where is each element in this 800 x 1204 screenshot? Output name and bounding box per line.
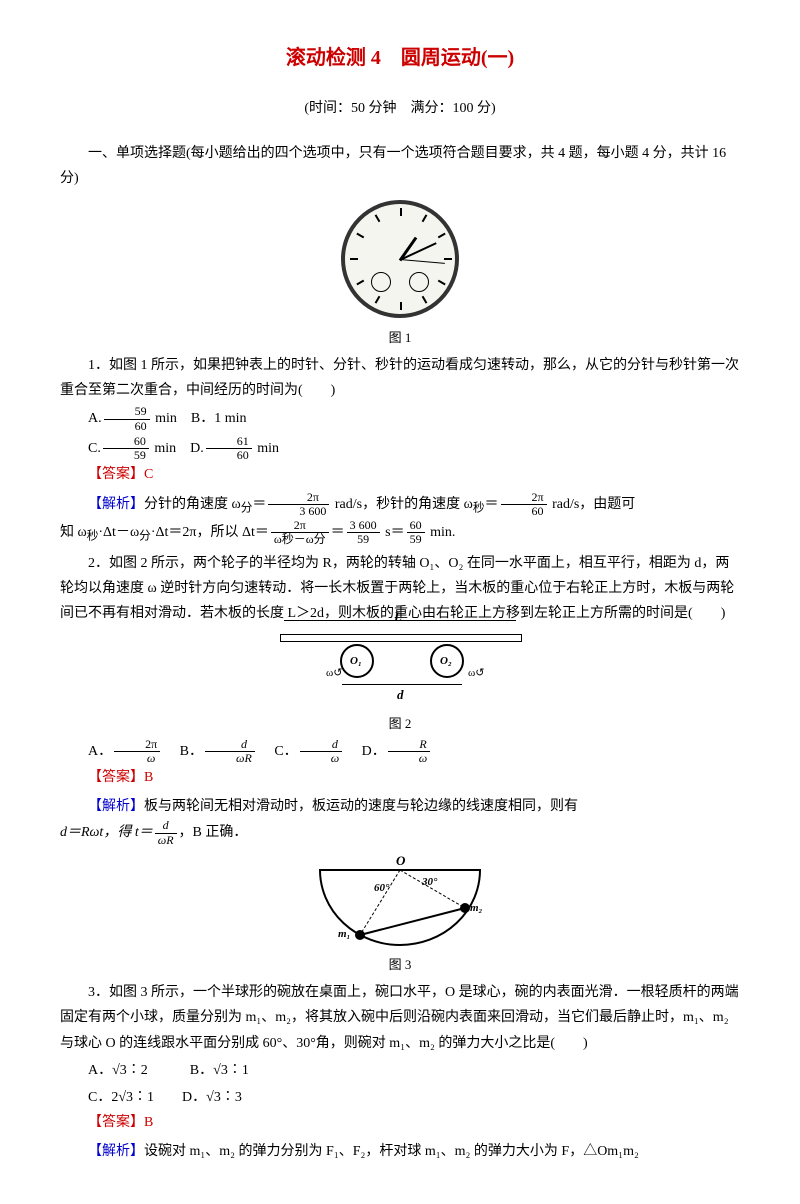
q3-options-row2: C．2√3∶1 D．√3∶3 <box>60 1085 740 1110</box>
q2-options: A．2πω B．dωR C．dω D．Rω <box>60 738 740 765</box>
exam-info: (时间：50 分钟 满分：100 分) <box>60 96 740 121</box>
q1-answer: 【答案】C <box>60 462 740 487</box>
q1-text: 1．如图 1 所示，如果把钟表上的时针、分针、秒针的运动看成匀速转动，那么，从它… <box>60 353 740 403</box>
q2-answer: 【答案】B <box>60 765 740 790</box>
q1-explanation-line1: 【解析】分针的角速度 ω分＝2π3 600 rad/s，秒针的角速度 ω秒＝2π… <box>60 491 740 519</box>
q3-explanation: 【解析】设碗对 m₁、m₂ 的弹力分别为 F₁、F₂，杆对球 m₁、m₂ 的弹力… <box>60 1139 740 1164</box>
q2-explanation-2: d＝Rωt，得 t＝dωR，B 正确． <box>60 819 740 846</box>
figure-1 <box>60 200 740 318</box>
q1-explanation-line2: 知 ω秒·Δt－ω分·Δt＝2π，所以 Δt＝2πω秒－ω分＝3 60059 s… <box>60 519 740 547</box>
q2-explanation-1: 【解析】板与两轮间无相对滑动时，板运动的速度与轮边缘的线速度相同，则有 <box>60 794 740 819</box>
page-title: 滚动检测 4 圆周运动(一) <box>60 40 740 76</box>
section-1-intro: 一、单项选择题(每小题给出的四个选项中，只有一个选项符合题目要求，共 4 题，每… <box>60 141 740 191</box>
q3-options-row1: A．√3∶2 B．√3∶1 <box>60 1058 740 1083</box>
figure-3: O 60° 30° m₁ m₂ <box>60 855 740 945</box>
q1-options-row2: C.6059 min D.6160 min <box>60 435 740 462</box>
clock-icon <box>341 200 459 318</box>
figure-2: L O₁ O₂ ω↺ ω↺ d <box>60 634 740 704</box>
q1-options-row1: A.5960 min B．1 min <box>60 405 740 432</box>
q3-text: 3．如图 3 所示，一个半球形的碗放在桌面上，碗口水平，O 是球心，碗的内表面光… <box>60 980 740 1056</box>
figure-2-label: 图 2 <box>60 712 740 735</box>
q3-answer: 【答案】B <box>60 1110 740 1135</box>
figure-1-label: 图 1 <box>60 326 740 349</box>
figure-3-label: 图 3 <box>60 953 740 976</box>
